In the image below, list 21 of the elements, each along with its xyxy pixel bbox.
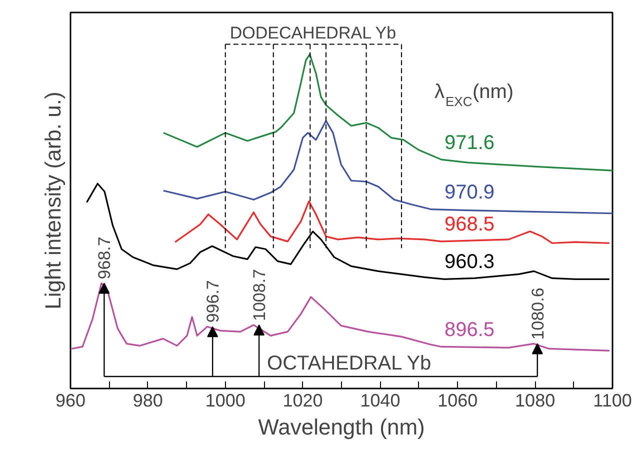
annotation: OCTAHEDRAL Yb [267,352,432,374]
series-label: 971.6 [444,132,495,154]
y-axis-title: Light intensity (arb. u.) [40,92,66,310]
x-tick-label: 1100 [593,390,632,410]
annotation: 1080.6 [528,288,548,340]
annotation: 996.7 [204,280,223,323]
x-axis-title: Wavelength (nm) [258,414,425,440]
x-tick-label: 960 [55,390,86,410]
series-label: 970.9 [444,182,495,204]
x-tick-label: 1080 [515,390,556,410]
x-tick-label: 980 [132,390,163,410]
series-label: 960.3 [444,251,495,274]
annotation: 1008.7 [250,269,270,321]
x-tick-label: 1040 [360,390,400,410]
annotation: 968.7 [95,236,114,280]
x-tick-label: 1000 [205,390,246,410]
x-tick-label: 1060 [438,390,478,410]
text: DODECAHEDRAL Yb [230,23,396,42]
series-label: 968.5 [444,213,495,236]
x-tick-label: 1020 [282,390,323,410]
series-label: 896.5 [444,318,495,341]
